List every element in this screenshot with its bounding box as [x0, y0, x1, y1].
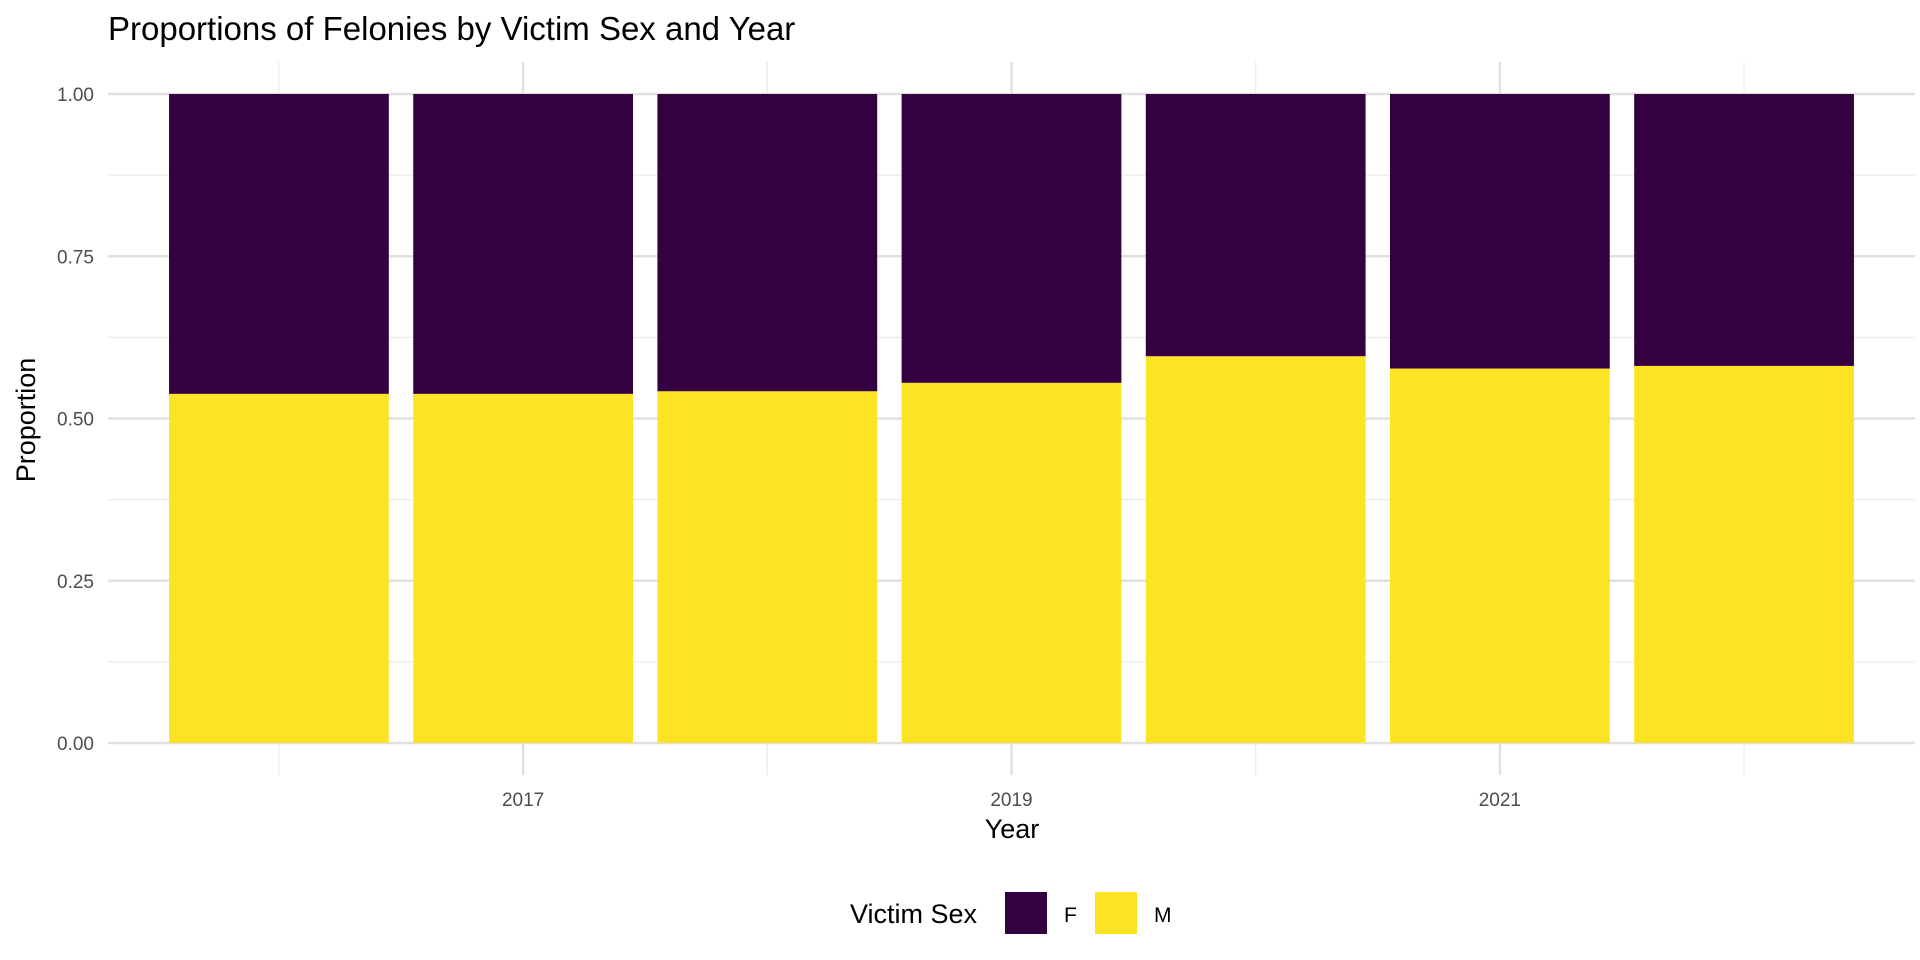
legend-title: Victim Sex	[850, 899, 978, 929]
legend-key-F	[1005, 892, 1047, 934]
legend-key-M	[1095, 892, 1137, 934]
y-tick-label: 1.00	[57, 85, 94, 106]
bar-M-2020	[1145, 356, 1366, 743]
legend-label-F: F	[1064, 904, 1077, 927]
bar-F-2019	[901, 94, 1122, 383]
bar-M-2022	[1634, 365, 1854, 743]
legend-label-M: M	[1154, 904, 1172, 927]
bar-M-2018	[657, 391, 878, 743]
y-tick-label: 0.75	[57, 247, 94, 268]
y-tick-label: 0.25	[57, 572, 94, 593]
y-axis-ticks: 0.00 0.25 0.50 0.75 1.00	[57, 85, 94, 755]
y-axis-label: Proportion	[11, 358, 41, 483]
bar-M-2021	[1389, 368, 1610, 743]
bar-F-2022	[1634, 94, 1854, 366]
x-axis-ticks: 2017 2019 2021	[502, 790, 1521, 811]
y-tick-label: 0.50	[57, 410, 94, 431]
bar-M-2017	[413, 393, 634, 743]
bar-F-2018	[657, 94, 878, 392]
bar-F-2017	[413, 94, 634, 394]
chart-title: Proportions of Felonies by Victim Sex an…	[108, 10, 795, 47]
x-tick-label: 2021	[1479, 790, 1521, 811]
bar-F-2016	[169, 94, 389, 394]
bars	[169, 94, 1854, 743]
x-tick-label: 2019	[990, 790, 1032, 811]
y-tick-label: 0.00	[57, 734, 94, 755]
x-axis-label: Year	[985, 814, 1040, 844]
bar-M-2016	[169, 393, 389, 743]
bar-M-2019	[901, 382, 1122, 743]
bar-F-2021	[1389, 94, 1610, 369]
x-tick-label: 2017	[502, 790, 544, 811]
bar-F-2020	[1145, 94, 1366, 357]
